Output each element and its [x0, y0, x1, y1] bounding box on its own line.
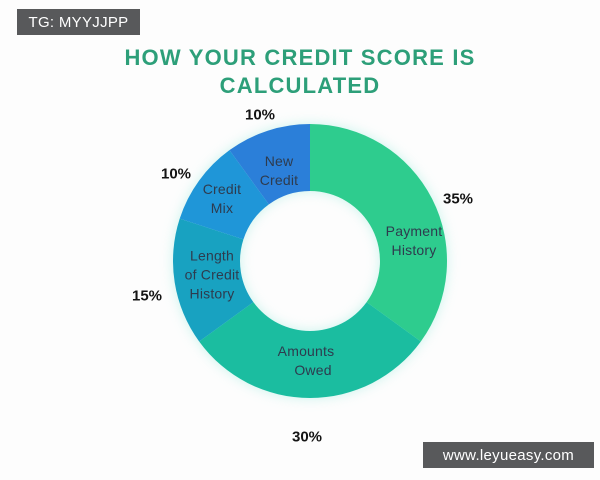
pie-segment-payment-history [310, 124, 448, 342]
watermark-badge-bottom: www.leyueasy.com [423, 442, 594, 468]
pie-segment-new-credit [229, 124, 310, 205]
slice-label-amounts-owed: Amounts Owed [277, 343, 335, 378]
pct-label-credit-mix: 10% [160, 165, 192, 183]
pct-label-payment-history: 35% [442, 190, 474, 208]
slice-label-credit-mix: Credit Mix [202, 181, 242, 216]
watermark-top-text: TG: MYYJJPP [28, 13, 129, 31]
slice-label-length-of-credit-history: Length of Credit History [184, 247, 240, 302]
pie-segment-credit-mix [179, 150, 269, 240]
slice-label-new-credit: New Credit [259, 153, 299, 188]
slice-label-payment-history: Payment History [385, 223, 443, 258]
watermark-bottom-text: www.leyueasy.com [442, 446, 575, 464]
pct-label-new-credit: 10% [244, 106, 276, 124]
pie-segment-amounts-owed [199, 302, 421, 399]
page-title-line2: CALCULATED [219, 73, 381, 98]
page-title: HOW YOUR CREDIT SCORE IS CALCULATED [0, 44, 600, 100]
pct-label-amounts-owed: 30% [291, 428, 323, 446]
page-title-line1: HOW YOUR CREDIT SCORE IS [124, 45, 476, 70]
pie-segment-length-of-credit-history [173, 218, 254, 342]
watermark-badge-top: TG: MYYJJPP [17, 9, 140, 35]
pct-label-length-of-credit-history: 15% [131, 287, 163, 305]
